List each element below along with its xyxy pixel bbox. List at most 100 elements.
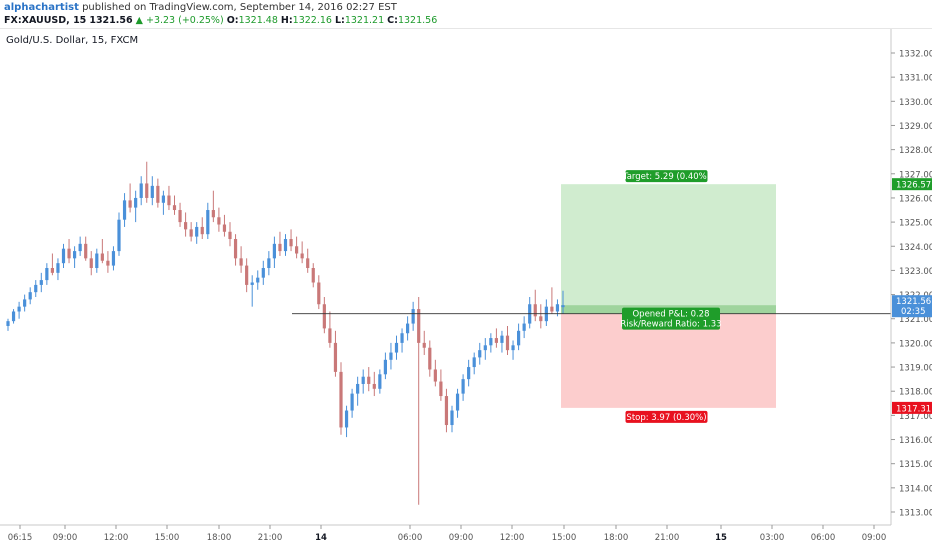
candle-body: [367, 376, 371, 384]
candle-body: [39, 280, 43, 285]
target-zone: [561, 184, 776, 314]
candle-body: [417, 309, 421, 343]
time-tick-label: 18:00: [604, 533, 629, 543]
candle-body: [184, 222, 188, 230]
chart-legend-title: Gold/U.S. Dollar, 15, FXCM: [6, 35, 138, 46]
time-tick-label: 03:00: [760, 533, 785, 543]
candle-body: [50, 268, 54, 273]
target-axis-label: 1326.57: [896, 181, 931, 191]
price-tick-label: 1314.00: [899, 484, 932, 494]
candle-body: [322, 304, 326, 329]
candle-body: [217, 217, 221, 225]
candle-body: [6, 321, 10, 326]
stop-badge[interactable]: [625, 410, 708, 423]
candle-body: [111, 251, 116, 266]
stop-axis-badge: [892, 401, 932, 414]
candle-body: [150, 185, 154, 198]
candle-body: [394, 342, 399, 353]
candle-body: [522, 323, 526, 331]
candle-body: [411, 309, 415, 324]
candle-body: [378, 374, 382, 389]
candle-body: [134, 197, 138, 208]
price-tick-label: 1325.00: [899, 219, 932, 229]
candle-body: [206, 210, 210, 235]
price-axis[interactable]: 1313.00 1314.00 1315.00 1316.00 1317.00 1318.…: [890, 29, 932, 525]
candle-body: [467, 367, 471, 380]
candle-body: [306, 258, 310, 269]
price-tick-label: 1324.00: [899, 243, 932, 253]
candle-body: [161, 195, 165, 203]
price-tick-label: 1313.00: [899, 509, 932, 519]
time-axis[interactable]: 06:15 09:00 12:00 15:00 18:00 21:00 14 06:00 09:…: [0, 524, 891, 543]
candle-body: [23, 299, 27, 307]
time-tick-label: 12:00: [104, 533, 129, 543]
candle-body: [11, 311, 16, 322]
candle-body: [422, 342, 426, 348]
target-badge[interactable]: [625, 170, 708, 183]
author-name[interactable]: alphachartist: [4, 2, 79, 13]
price-change: +3.23 (+0.25%): [145, 15, 224, 26]
candle-body: [128, 200, 132, 208]
time-tick-label: 09:00: [862, 533, 887, 543]
candle-body: [45, 268, 49, 281]
high-label: H:: [280, 15, 293, 26]
time-tick-label: 12:00: [500, 533, 525, 543]
time-tick-label: 15:00: [552, 533, 577, 543]
candle-body: [283, 239, 288, 252]
candle-body: [56, 263, 60, 273]
candle-body: [489, 338, 493, 346]
price-tick-label: 1321.00: [899, 315, 932, 325]
price-tick-label: 1318.00: [899, 388, 932, 398]
candle-body: [156, 185, 160, 203]
candle-body: [78, 243, 82, 252]
candle-body: [517, 330, 521, 346]
pnl-badge[interactable]: [622, 307, 720, 330]
countdown-label: 02:35: [901, 307, 926, 317]
candle-body: [483, 345, 487, 351]
candle-body: [122, 200, 127, 220]
chart-area[interactable]: Target: 5.29 (0.40%) Stop: 3.97 (0.30%) Op…: [0, 29, 932, 550]
candle-body: [289, 239, 293, 247]
open-value: 1321.48: [238, 15, 278, 26]
candle-body: [539, 316, 543, 322]
price-tick-label: 1328.00: [899, 146, 932, 156]
candle-body: [211, 210, 215, 218]
candle-body: [500, 335, 504, 343]
price-tick-label: 1331.00: [899, 74, 932, 84]
candle-body: [245, 265, 249, 285]
time-tick-label: 14: [315, 533, 327, 543]
candle-body: [361, 376, 365, 384]
candle-body: [433, 369, 437, 382]
candle-body: [61, 248, 66, 264]
candlestick-chart[interactable]: Target: 5.29 (0.40%) Stop: 3.97 (0.30%) Op…: [0, 29, 932, 550]
position-zones: [561, 184, 776, 408]
symbol-ohlc-line: FX:XAUUSD, 15 1321.56 ▲ +3.23 (+0.25%) O…: [4, 15, 437, 26]
candle-body: [200, 226, 204, 235]
candle-body: [400, 333, 404, 343]
time-tick-label: 18:00: [207, 533, 232, 543]
candle-body: [189, 229, 193, 237]
pnl-label: Opened P&L: 0.28: [632, 310, 709, 320]
candle-body: [222, 224, 227, 232]
candle-body: [145, 183, 149, 198]
price-tick-label: 1315.00: [899, 460, 932, 470]
candle-body: [295, 246, 299, 254]
candle-body: [328, 328, 332, 343]
candle-body: [272, 243, 276, 259]
price-tick-label: 1319.00: [899, 364, 932, 374]
time-tick-label: 09:00: [449, 533, 474, 543]
candle-body: [250, 282, 254, 285]
candle-body: [239, 258, 243, 266]
position-tool[interactable]: Target: 5.29 (0.40%) Stop: 3.97 (0.30%) Op…: [292, 170, 891, 423]
time-tick-label: 15:00: [155, 533, 180, 543]
arrow-up-icon: ▲: [135, 15, 143, 26]
candle-body: [256, 277, 260, 283]
candle-body: [34, 284, 38, 293]
time-tick-label: 09:00: [53, 533, 78, 543]
candle-body: [139, 183, 143, 198]
candle-body: [505, 335, 510, 351]
candle-body: [333, 342, 338, 372]
candle-body: [28, 292, 32, 300]
candle-body: [233, 239, 238, 259]
candle-body: [300, 253, 304, 259]
